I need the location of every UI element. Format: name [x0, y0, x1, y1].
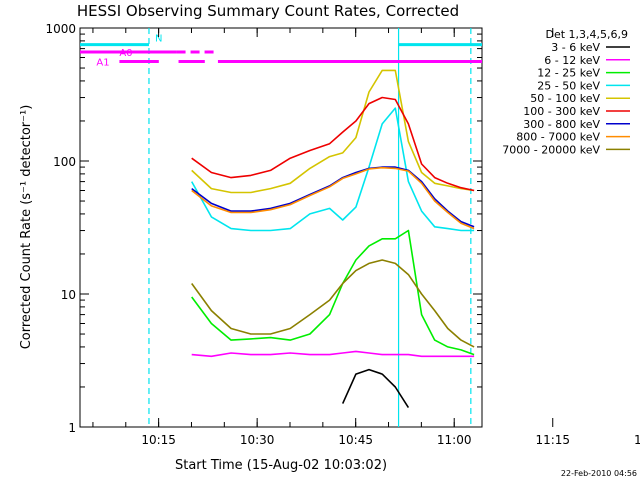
- series-line: [191, 259, 475, 348]
- legend-label: 12 - 25 keV: [537, 67, 600, 80]
- y-axis-title: Corrected Count Rate (s⁻¹ detector⁻¹): [19, 105, 34, 350]
- series-line: [191, 166, 475, 230]
- legend-label: 6 - 12 keV: [544, 54, 600, 67]
- axes: 1 10 100 1000 10:15 10:30 10:45 11:00 11:15 11:30: [45, 22, 640, 447]
- x-tick-label: 11:30: [634, 433, 640, 447]
- legend-label: 7000 - 20000 keV: [502, 143, 600, 156]
- legend-title: Det 1,3,4,5,6,9: [545, 28, 628, 41]
- y-tick-label: 10: [61, 288, 76, 302]
- series-line: [191, 229, 475, 356]
- flag-label: A1: [96, 57, 109, 68]
- status-flags: N A0 A1: [80, 34, 482, 68]
- y-tick-label: 1: [68, 421, 76, 435]
- flag-label: A0: [119, 48, 132, 59]
- y-tick-label: 1000: [45, 22, 76, 36]
- time-markers: [148, 28, 472, 427]
- flag-label: N: [155, 34, 162, 45]
- x-tick-label: 10:45: [338, 433, 373, 447]
- series-line: [191, 69, 475, 194]
- chart-title: HESSI Observing Summary Count Rates, Cor…: [77, 2, 459, 20]
- series-line: [191, 166, 475, 228]
- x-tick-label: 11:15: [535, 433, 570, 447]
- series-line: [191, 107, 475, 232]
- x-tick-label: 10:30: [240, 433, 275, 447]
- x-tick-label: 11:00: [437, 433, 472, 447]
- legend-label: 300 - 800 keV: [523, 118, 600, 131]
- series-line: [191, 350, 475, 358]
- series-lines: [191, 69, 475, 409]
- series-line: [191, 96, 475, 192]
- legend-label: 50 - 100 keV: [530, 92, 600, 105]
- y-tick-label: 100: [53, 155, 76, 169]
- footer-date: 22-Feb-2010 04:56: [561, 469, 637, 478]
- plot-frame: [79, 27, 483, 428]
- legend-label: 3 - 6 keV: [551, 41, 600, 54]
- legend-label: 100 - 300 keV: [523, 105, 600, 118]
- x-axis-title: Start Time (15-Aug-02 10:03:02): [175, 458, 387, 473]
- series-line: [341, 368, 410, 409]
- legend-label: 25 - 50 keV: [537, 79, 600, 92]
- legend-label: 800 - 7000 keV: [516, 131, 600, 144]
- x-tick-label: 10:15: [141, 433, 176, 447]
